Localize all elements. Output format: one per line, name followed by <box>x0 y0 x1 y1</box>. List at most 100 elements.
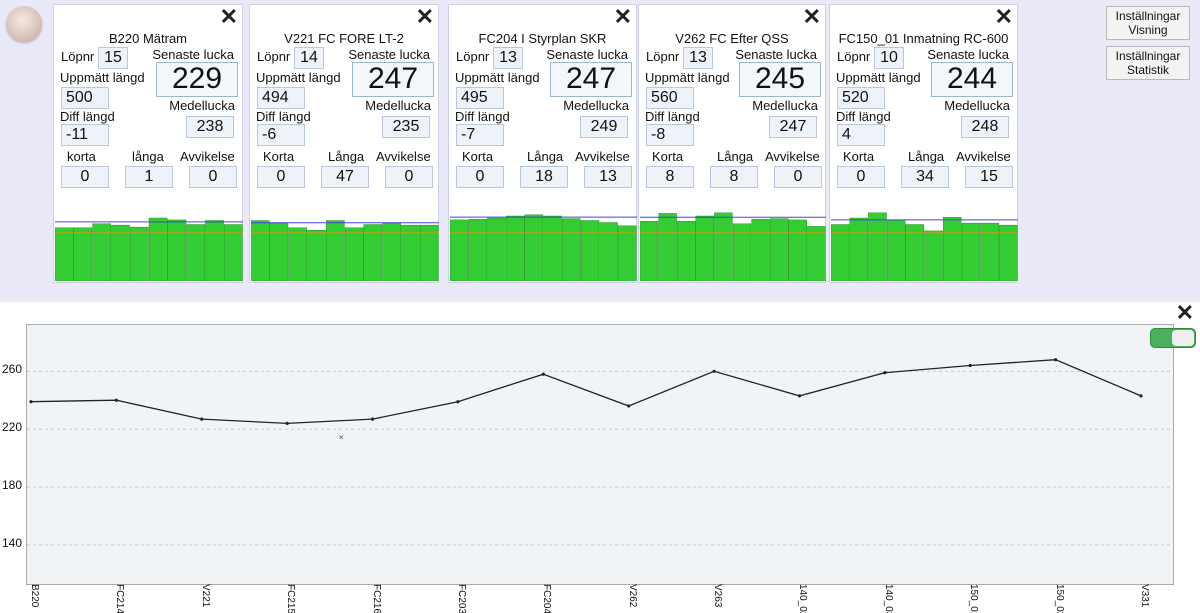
deviation-value: 0 <box>774 166 822 188</box>
gap-bar <box>807 226 826 281</box>
panel-title: B220 Mätram <box>108 31 188 46</box>
data-point <box>712 369 716 373</box>
gap-bar <box>980 222 999 281</box>
gap-bar <box>288 227 307 281</box>
x-tick-label: FC203 <box>455 584 467 613</box>
short-count-label: Korta <box>652 149 684 164</box>
gap-bar <box>111 224 130 281</box>
latest-gap-label: Senaste lucka <box>152 47 234 62</box>
gap-bar <box>868 212 887 281</box>
data-point <box>285 421 289 425</box>
lopnr-label: Löpnr <box>837 49 871 64</box>
average-gap-value: 249 <box>580 116 628 138</box>
deviation-label: Avvikelse <box>575 149 630 164</box>
station-panel: ✕ V262 FC Efter QSS Löpnr 13 Senaste lucka 24… <box>638 4 826 283</box>
average-gap-value: 248 <box>961 116 1009 138</box>
gap-bar <box>251 220 270 281</box>
gap-bar <box>419 224 439 281</box>
short-count-label: Korta <box>263 149 295 164</box>
data-point <box>1054 358 1058 362</box>
latest-gap-value: 247 <box>352 62 434 97</box>
outlier-mark: × <box>338 433 344 441</box>
long-count-value: 1 <box>125 166 173 188</box>
panel-title: FC204 I Styrplan SKR <box>478 31 607 46</box>
gap-bar <box>942 217 962 281</box>
data-point <box>968 363 972 368</box>
x-tick-label: 140_03 <box>882 584 894 613</box>
settings-display-line2: Visning <box>1128 23 1168 37</box>
x-tick-label: 150_01 <box>968 584 980 613</box>
gap-bar <box>695 215 714 281</box>
data-point <box>114 398 118 402</box>
y-tick-label: 220 <box>2 420 23 435</box>
long-count-value: 18 <box>520 166 568 188</box>
long-count-label: Långa <box>717 149 754 164</box>
measured-length-value: 520 <box>837 87 885 109</box>
x-tick-label: V263 <box>712 584 724 608</box>
lopnr-value: 13 <box>683 47 713 69</box>
data-point <box>200 417 204 421</box>
latest-gap-value: 244 <box>931 62 1013 97</box>
x-tick-label: FC216 <box>370 584 382 613</box>
gap-bar <box>677 220 696 281</box>
y-tick-label: 140 <box>2 535 23 550</box>
gap-bar <box>487 217 506 281</box>
x-tick-label: V331 <box>1139 584 1150 608</box>
gap-bar <box>543 215 562 281</box>
measured-length-label: Uppmätt längd <box>60 70 145 85</box>
gap-bar <box>344 227 364 281</box>
close-icon[interactable]: ✕ <box>1175 300 1194 325</box>
lopnr-label: Löpnr <box>61 49 95 64</box>
average-gap-label: Medellucka <box>944 98 1010 113</box>
toggle-knob <box>1172 330 1194 346</box>
diff-length-value: 4 <box>837 124 885 146</box>
data-point <box>883 371 887 375</box>
gap-bar <box>450 219 469 281</box>
settings-statistics-button[interactable]: Inställningar Statistik <box>1106 46 1190 80</box>
data-point <box>541 372 545 376</box>
lopnr-label: Löpnr <box>257 49 291 64</box>
measured-length-value: 560 <box>646 87 694 109</box>
gap-bar <box>769 218 789 281</box>
gap-bar <box>524 214 544 281</box>
close-icon[interactable]: ✕ <box>415 4 434 29</box>
measured-length-value: 500 <box>61 87 109 109</box>
panel-title: V262 FC Efter QSS <box>675 31 789 46</box>
diff-length-label: Diff längd <box>60 109 115 124</box>
lopnr-value: 13 <box>493 47 523 69</box>
gap-bar <box>167 219 187 281</box>
gap-bar <box>129 226 149 281</box>
short-count-label: Korta <box>843 149 875 164</box>
close-icon[interactable]: ✕ <box>994 4 1013 29</box>
x-tick-label: FC204 <box>541 584 553 613</box>
data-point <box>627 404 631 408</box>
measured-length-label: Uppmätt längd <box>836 70 921 85</box>
deviation-value: 0 <box>385 166 433 188</box>
gap-bar <box>55 227 74 281</box>
panel-title: V221 FC FORE LT-2 <box>284 31 404 46</box>
diff-length-value: -6 <box>257 124 305 146</box>
gap-bar <box>561 218 581 281</box>
gap-bar <box>269 222 289 281</box>
long-count-label: långa <box>132 149 164 164</box>
gap-bar <box>961 222 981 281</box>
close-icon[interactable]: ✕ <box>802 4 821 29</box>
chart-toggle-switch[interactable] <box>1150 328 1196 348</box>
close-icon[interactable]: ✕ <box>613 4 632 29</box>
deviation-value: 0 <box>189 166 237 188</box>
latest-gap-value: 229 <box>156 62 238 97</box>
gap-bar <box>223 224 243 281</box>
short-count-label: korta <box>67 149 96 164</box>
gap-bars <box>55 217 243 281</box>
data-point <box>1139 394 1143 398</box>
latest-gap-label: Senaste lucka <box>348 47 430 62</box>
gap-bar <box>307 230 326 281</box>
station-panel: ✕ V221 FC FORE LT-2 Löpnr 14 Senaste lucka 24… <box>249 4 439 283</box>
close-icon[interactable]: ✕ <box>219 4 238 29</box>
short-count-value: 0 <box>61 166 109 188</box>
gap-bars <box>640 212 826 281</box>
long-count-label: Långa <box>908 149 945 164</box>
long-count-value: 34 <box>901 166 949 188</box>
settings-display-button[interactable]: Inställningar Visning <box>1106 6 1190 40</box>
